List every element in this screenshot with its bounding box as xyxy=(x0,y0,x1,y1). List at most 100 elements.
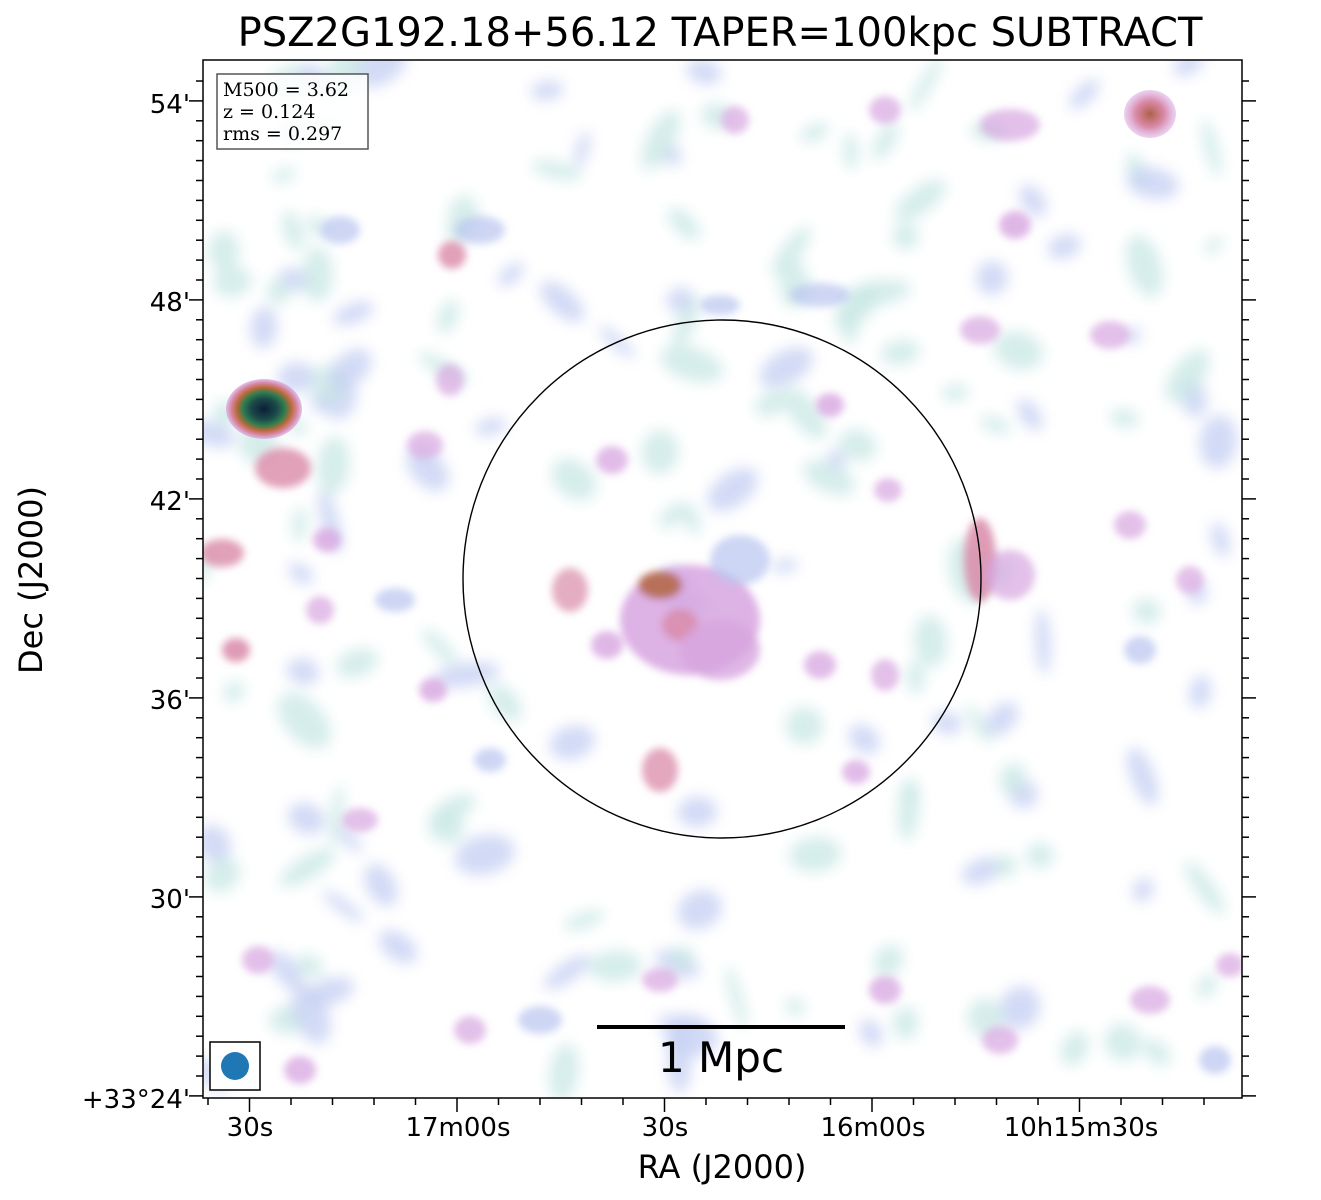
faint-emission xyxy=(266,278,291,305)
emission-blob xyxy=(203,539,244,567)
faint-emission xyxy=(641,109,681,171)
faint-emission xyxy=(848,724,880,754)
faint-emission xyxy=(667,207,701,240)
faint-emission xyxy=(213,266,252,298)
faint-emission xyxy=(772,558,798,573)
faint-emission xyxy=(985,701,1019,736)
emission-blob xyxy=(518,1006,562,1034)
emission-blob xyxy=(816,393,844,417)
emission-blob xyxy=(982,1026,1018,1054)
faint-emission xyxy=(976,260,1008,295)
faint-emission xyxy=(677,796,718,827)
faint-emission xyxy=(223,680,245,703)
faint-emission xyxy=(322,890,364,923)
emission-blob xyxy=(1176,566,1204,594)
faint-emission xyxy=(333,301,374,326)
faint-emission xyxy=(406,446,449,492)
y-tick-label: 42' xyxy=(150,487,190,517)
faint-emission xyxy=(659,503,684,529)
faint-emission xyxy=(432,661,500,688)
faint-emission xyxy=(286,658,320,685)
emission-blob xyxy=(1216,953,1242,977)
faint-emission xyxy=(909,60,943,112)
emission-blob xyxy=(455,216,505,244)
faint-emission xyxy=(328,348,372,390)
plot-title: PSZ2G192.18+56.12 TAPER=100kpc SUBTRACT xyxy=(237,10,1203,56)
faint-emission xyxy=(726,965,747,1030)
faint-emission xyxy=(668,946,695,969)
emission-blob xyxy=(804,651,836,679)
faint-emission xyxy=(208,230,240,271)
faint-emission xyxy=(1125,234,1164,298)
scale-bar: 1 Mpc xyxy=(597,1025,845,1082)
emission-blob xyxy=(474,748,506,772)
emission-blob xyxy=(552,568,588,612)
faint-emission xyxy=(1196,973,1218,999)
faint-emission xyxy=(1199,415,1238,469)
emission-blob xyxy=(375,588,415,612)
faint-emission xyxy=(531,160,583,181)
faint-emission xyxy=(844,279,911,307)
x-tick-labels: 30s 17m00s 30s 16m00s 10h15m30s xyxy=(227,1113,1159,1143)
axis-ticks xyxy=(189,80,1256,1112)
faint-emission xyxy=(564,910,605,931)
faint-emission xyxy=(897,777,920,841)
faint-emission xyxy=(843,132,859,170)
beam-indicator xyxy=(209,1041,261,1091)
faint-emission xyxy=(498,262,524,287)
emission-blob xyxy=(436,364,464,396)
faint-emission xyxy=(282,210,305,251)
y-tick-label: 54' xyxy=(150,90,190,120)
faint-emission xyxy=(436,299,459,334)
faint-emission xyxy=(540,281,585,322)
faint-emission xyxy=(906,660,925,695)
faint-emission xyxy=(250,306,278,349)
faint-emission xyxy=(549,1043,579,1098)
faint-emission xyxy=(993,331,1044,371)
x-tick-label: 10h15m30s xyxy=(1004,1113,1159,1143)
emission-blob xyxy=(1114,511,1146,539)
faint-emission xyxy=(1142,1038,1171,1066)
radio-emission-map xyxy=(203,60,1242,1098)
faint-emission xyxy=(1165,349,1210,403)
faint-emission xyxy=(454,834,515,875)
faint-emission xyxy=(859,1019,883,1047)
emission-blob xyxy=(999,211,1031,239)
emission-blob xyxy=(242,946,274,974)
faint-emission xyxy=(588,950,643,983)
x-tick-label: 16m00s xyxy=(820,1113,925,1143)
info-redshift: z = 0.124 xyxy=(223,101,315,123)
emission-blob xyxy=(407,431,443,459)
faint-emission xyxy=(1173,60,1204,77)
emission-blob xyxy=(790,283,850,307)
y-axis-label: Dec (J2000) xyxy=(12,486,50,674)
emission-blob xyxy=(1124,636,1156,664)
faint-emission xyxy=(755,390,788,417)
faint-emission xyxy=(574,131,590,168)
faint-emission xyxy=(530,80,564,101)
faint-emission xyxy=(271,167,297,184)
beam-ellipse xyxy=(221,1052,249,1080)
emission-blob xyxy=(306,596,334,624)
faint-emission xyxy=(364,863,398,907)
emission-blob xyxy=(980,109,1040,141)
emission-blob xyxy=(1130,986,1170,1014)
faint-emission xyxy=(677,889,722,930)
cluster-r500-circle xyxy=(462,319,982,839)
faint-emission xyxy=(1210,522,1231,558)
faint-emission xyxy=(800,122,829,143)
emission-blob xyxy=(1090,321,1130,349)
x-tick-label: 17m00s xyxy=(405,1113,510,1143)
faint-emission xyxy=(961,857,1003,885)
emission-blob xyxy=(642,748,678,792)
faint-emission xyxy=(771,226,811,277)
emission-blob xyxy=(438,241,466,269)
emission-blob xyxy=(874,478,902,502)
faint-emission xyxy=(872,122,899,160)
faint-emission xyxy=(892,1006,919,1040)
faint-emission xyxy=(549,725,595,760)
faint-emission xyxy=(203,825,231,863)
bright-point-source xyxy=(226,379,302,439)
faint-emission xyxy=(783,387,827,440)
faint-emission xyxy=(838,429,877,462)
